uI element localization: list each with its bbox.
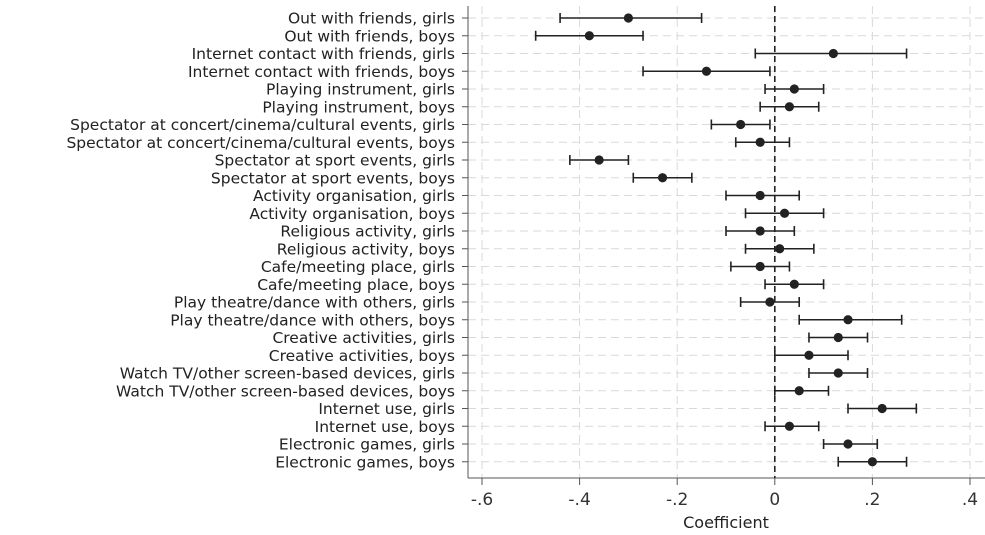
- category-label: Activity organisation, boys: [249, 205, 455, 223]
- grid-lines: [468, 6, 985, 478]
- category-label: Spectator at concert/cinema/cultural eve…: [66, 134, 455, 152]
- category-label: Internet use, girls: [318, 400, 455, 418]
- point-estimate: [804, 350, 814, 360]
- category-label: Spectator at sport events, boys: [211, 169, 455, 187]
- point-estimate: [765, 297, 775, 307]
- category-label: Playing instrument, boys: [262, 98, 455, 116]
- point-estimate: [794, 386, 804, 396]
- point-estimate: [755, 190, 765, 201]
- point-estimate: [657, 173, 668, 183]
- point-estimate: [789, 84, 799, 94]
- x-tick-label: -.6: [471, 490, 493, 510]
- point-estimate: [867, 457, 878, 467]
- point-estimate: [755, 261, 765, 272]
- category-label: Internet contact with friends, girls: [192, 45, 455, 63]
- category-label: Religious activity, girls: [280, 223, 455, 241]
- x-tick-label: 0: [769, 490, 780, 510]
- category-label: Religious activity, boys: [277, 240, 455, 258]
- category-label: Internet use, boys: [315, 418, 455, 436]
- point-estimate: [779, 208, 790, 218]
- category-label: Out with friends, girls: [288, 10, 455, 28]
- point-estimate: [736, 119, 746, 130]
- category-label: Creative activities, boys: [269, 347, 455, 365]
- category-label: Cafe/meeting place, girls: [261, 258, 455, 276]
- point-estimate: [789, 279, 799, 289]
- category-label: Cafe/meeting place, boys: [257, 276, 455, 294]
- category-label: Creative activities, girls: [272, 329, 455, 347]
- category-label: Internet contact with friends, boys: [188, 63, 455, 81]
- coefficient-markers: [534, 13, 918, 467]
- category-label: Electronic games, girls: [279, 436, 455, 454]
- point-estimate: [784, 421, 795, 431]
- point-estimate: [623, 13, 634, 23]
- x-tick-label: -.2: [666, 490, 688, 510]
- x-tick-label: .4: [962, 490, 978, 510]
- category-label: Electronic games, boys: [275, 453, 455, 471]
- point-estimate: [833, 332, 843, 343]
- x-tick-label: -.4: [568, 490, 590, 510]
- category-label: Playing instrument, girls: [266, 81, 455, 99]
- point-estimate: [594, 155, 604, 165]
- point-estimate: [701, 66, 712, 76]
- point-estimate: [843, 439, 853, 449]
- point-estimate: [877, 403, 887, 414]
- category-label: Spectator at sport events, girls: [215, 152, 455, 170]
- category-label: Play theatre/dance with others, girls: [174, 294, 455, 312]
- category-label: Spectator at concert/cinema/cultural eve…: [70, 116, 455, 134]
- x-tick-labels: -.6 -.4 -.2 0 .2 .4: [471, 490, 978, 510]
- point-estimate: [833, 368, 843, 378]
- point-estimate: [755, 137, 765, 147]
- point-estimate: [828, 48, 838, 59]
- category-label: Play theatre/dance with others, boys: [170, 311, 455, 329]
- x-tick-label: .2: [864, 490, 880, 510]
- category-label: Activity organisation, girls: [253, 187, 455, 205]
- x-axis-label: Coefficient: [683, 513, 769, 532]
- category-label: Out with friends, boys: [284, 27, 455, 45]
- point-estimate: [843, 315, 853, 325]
- point-estimate: [775, 244, 785, 254]
- axes: [462, 6, 985, 485]
- point-estimate: [755, 226, 765, 236]
- category-label: Watch TV/other screen-based devices, gir…: [120, 365, 455, 383]
- point-estimate: [784, 102, 795, 112]
- category-label: Watch TV/other screen-based devices, boy…: [116, 382, 455, 400]
- point-estimate: [584, 31, 594, 41]
